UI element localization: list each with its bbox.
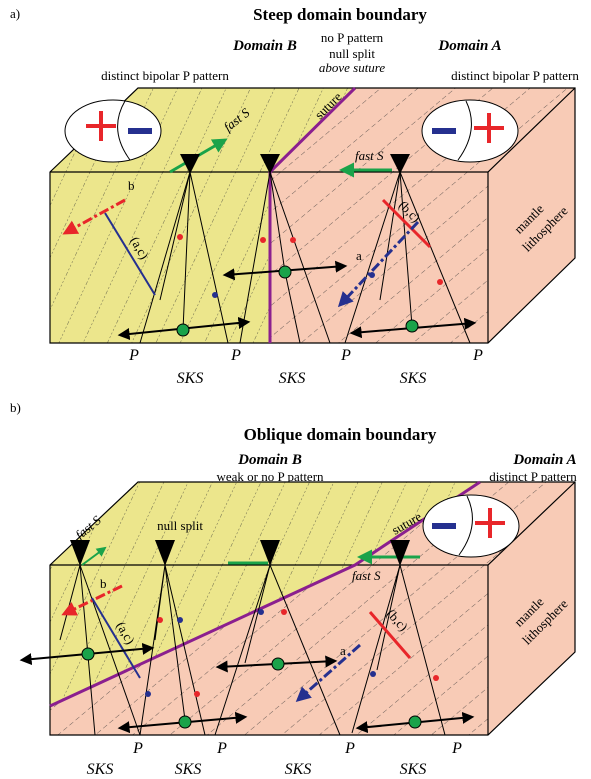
p-label: P	[230, 347, 241, 364]
sks-pierce-point	[279, 266, 291, 278]
sks-pierce-point	[82, 648, 94, 660]
sks-label: SKS	[279, 370, 306, 387]
minus	[432, 128, 456, 134]
p-polarity	[177, 234, 183, 240]
minus	[128, 128, 152, 134]
note: distinct bipolar P pattern	[101, 68, 229, 83]
figure: a) Steep domain boundary Domain B Domain…	[0, 0, 591, 779]
sks-pierce-point	[177, 324, 189, 336]
sks-pierce-point	[406, 320, 418, 332]
p-polarity	[433, 675, 439, 681]
axis-label: a	[356, 248, 362, 263]
note: null split	[157, 518, 203, 533]
panel-label: a)	[10, 6, 20, 21]
axis-label: b	[100, 576, 107, 591]
fast-s-label: fast S	[352, 568, 381, 583]
sks-label: SKS	[400, 761, 427, 778]
sks-pierce-point	[179, 716, 191, 728]
p-polarity	[177, 617, 183, 623]
axis-label: b	[128, 178, 135, 193]
note: no P pattern	[321, 30, 384, 45]
sks-label: SKS	[87, 761, 114, 778]
p-label: P	[451, 740, 462, 757]
panel-label: b)	[10, 400, 21, 415]
axis-label: a	[340, 643, 346, 658]
plus	[99, 111, 103, 141]
sks-label: SKS	[175, 761, 202, 778]
p-polarity	[260, 237, 266, 243]
note: null split	[329, 46, 375, 61]
sks-pierce-point	[272, 658, 284, 670]
p-polarity	[194, 691, 200, 697]
p-label: P	[216, 740, 227, 757]
plus	[488, 508, 492, 538]
p-label: P	[340, 347, 351, 364]
domain-label: Domain A	[437, 38, 501, 54]
panel-b: b) Oblique domain boundary Domain B Doma…	[10, 400, 577, 778]
plus	[487, 113, 491, 143]
p-polarity	[281, 609, 287, 615]
sks-label: SKS	[400, 370, 427, 387]
sks-label: SKS	[177, 370, 204, 387]
panel-title: Steep domain boundary	[253, 5, 427, 24]
p-polarity	[258, 609, 264, 615]
domain-label: Domain B	[232, 38, 297, 54]
panel-a: a) Steep domain boundary Domain B Domain…	[10, 5, 579, 387]
p-label: P	[128, 347, 139, 364]
p-polarity	[370, 671, 376, 677]
fast-s-label: fast S	[355, 148, 384, 163]
p-polarity	[157, 617, 163, 623]
panel-title: Oblique domain boundary	[244, 425, 437, 444]
p-label: P	[344, 740, 355, 757]
p-label: P	[132, 740, 143, 757]
p-label: P	[472, 347, 483, 364]
note: distinct bipolar P pattern	[451, 68, 579, 83]
p-polarity	[145, 691, 151, 697]
p-polarity	[212, 292, 218, 298]
domain-label: Domain B	[237, 452, 302, 468]
sks-label: SKS	[285, 761, 312, 778]
minus	[432, 523, 456, 529]
domain-label: Domain A	[512, 452, 576, 468]
p-polarity	[290, 237, 296, 243]
p-polarity	[437, 279, 443, 285]
note: above suture	[319, 60, 386, 75]
sks-pierce-point	[409, 716, 421, 728]
